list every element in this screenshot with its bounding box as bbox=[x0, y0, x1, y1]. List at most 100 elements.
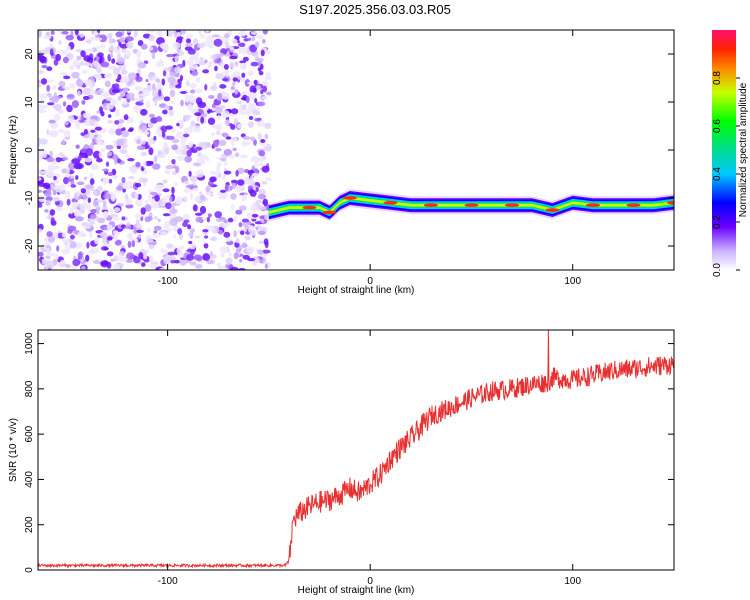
noise-speckle bbox=[99, 34, 107, 43]
noise-speckle bbox=[96, 158, 103, 163]
noise-speckle bbox=[81, 222, 90, 227]
noise-speckle bbox=[58, 80, 66, 88]
noise-speckle bbox=[184, 155, 192, 163]
noise-speckle bbox=[124, 36, 134, 42]
noise-speckle bbox=[81, 69, 88, 75]
x-tick-label: -100 bbox=[158, 576, 178, 587]
noise-speckle bbox=[191, 70, 199, 77]
noise-speckle bbox=[257, 249, 264, 255]
noise-speckle bbox=[66, 45, 71, 52]
noise-speckle bbox=[239, 60, 247, 64]
noise-speckle bbox=[148, 34, 155, 42]
noise-speckle bbox=[254, 41, 260, 48]
noise-speckle bbox=[101, 91, 110, 98]
colorbar-ticks: 0.0 0.2 0.4 0.6 0.8 bbox=[712, 71, 740, 277]
noise-speckle bbox=[46, 79, 54, 83]
noise-speckle bbox=[83, 176, 88, 180]
noise-speckle bbox=[147, 123, 154, 128]
noise-speckle bbox=[153, 216, 158, 220]
noise-speckle bbox=[224, 33, 230, 39]
noise-speckle bbox=[258, 189, 266, 195]
noise-speckle bbox=[100, 61, 110, 68]
y-tick-label: 20 bbox=[24, 48, 35, 60]
noise-speckle bbox=[65, 264, 71, 269]
y-tick-label: 0 bbox=[24, 147, 35, 153]
noise-speckle bbox=[258, 150, 266, 157]
noise-speckle bbox=[38, 104, 44, 111]
noise-speckle bbox=[168, 85, 174, 89]
noise-speckle bbox=[187, 224, 192, 230]
noise-speckle bbox=[45, 196, 53, 201]
noise-speckle bbox=[218, 265, 222, 270]
noise-speckle bbox=[129, 185, 133, 189]
noise-speckle bbox=[95, 73, 102, 81]
noise-speckle bbox=[68, 238, 73, 244]
noise-speckle bbox=[89, 48, 94, 52]
noise-speckle bbox=[48, 236, 55, 243]
noise-speckle bbox=[152, 204, 160, 209]
noise-speckle bbox=[218, 195, 227, 200]
noise-speckle bbox=[117, 124, 125, 129]
noise-speckle bbox=[38, 30, 42, 38]
noise-speckle bbox=[223, 148, 233, 156]
noise-speckle bbox=[216, 130, 221, 136]
noise-speckle bbox=[124, 193, 129, 200]
noise-speckle bbox=[65, 34, 74, 41]
noise-speckle bbox=[235, 238, 240, 244]
noise-speckle bbox=[219, 52, 224, 57]
noise-speckle bbox=[112, 263, 121, 270]
noise-speckle bbox=[257, 193, 267, 200]
noise-speckle bbox=[225, 136, 232, 140]
noise-speckle bbox=[251, 31, 258, 35]
noise-speckle bbox=[82, 87, 91, 95]
noise-speckle bbox=[90, 129, 96, 133]
noise-speckle bbox=[62, 101, 67, 107]
noise-speckle bbox=[46, 157, 55, 163]
noise-speckle bbox=[218, 172, 222, 179]
noise-speckle bbox=[186, 149, 192, 157]
noise-speckle bbox=[53, 190, 57, 196]
noise-speckle bbox=[96, 208, 100, 215]
noise-speckle bbox=[92, 150, 101, 159]
noise-speckle bbox=[242, 90, 248, 95]
noise-speckle bbox=[155, 78, 161, 83]
noise-speckle bbox=[185, 92, 189, 101]
noise-speckle bbox=[103, 247, 109, 251]
noise-speckle bbox=[157, 218, 161, 222]
noise-speckle bbox=[110, 194, 116, 202]
noise-speckle bbox=[39, 138, 48, 145]
noise-speckle bbox=[165, 30, 173, 37]
noise-speckle bbox=[113, 207, 121, 213]
noise-speckle bbox=[230, 266, 239, 270]
noise-speckle bbox=[123, 75, 130, 83]
noise-speckle bbox=[115, 31, 123, 38]
noise-speckle bbox=[165, 125, 173, 130]
noise-speckle bbox=[173, 182, 179, 187]
noise-speckle bbox=[242, 56, 249, 62]
noise-speckle bbox=[189, 89, 196, 94]
noise-speckle bbox=[168, 110, 174, 116]
noise-speckle bbox=[157, 150, 163, 156]
noise-speckle bbox=[159, 42, 169, 49]
noise-speckle bbox=[63, 75, 71, 80]
noise-speckle bbox=[251, 36, 256, 42]
noise-speckle bbox=[123, 114, 129, 121]
noise-speckle bbox=[185, 80, 190, 87]
heatmap-marks bbox=[38, 30, 674, 270]
noise-speckle bbox=[194, 235, 201, 239]
noise-speckle bbox=[113, 216, 120, 221]
noise-speckle bbox=[160, 231, 168, 236]
noise-speckle bbox=[201, 141, 208, 150]
noise-speckle bbox=[229, 46, 235, 51]
noise-speckle bbox=[202, 69, 210, 74]
noise-speckle bbox=[58, 40, 62, 45]
noise-speckle bbox=[47, 164, 56, 172]
noise-speckle bbox=[48, 119, 56, 124]
noise-speckle bbox=[250, 228, 257, 236]
noise-speckle bbox=[171, 186, 175, 194]
noise-speckle bbox=[40, 97, 43, 103]
noise-speckle bbox=[82, 112, 92, 119]
noise-speckle bbox=[223, 231, 231, 238]
noise-speckle bbox=[199, 194, 206, 201]
